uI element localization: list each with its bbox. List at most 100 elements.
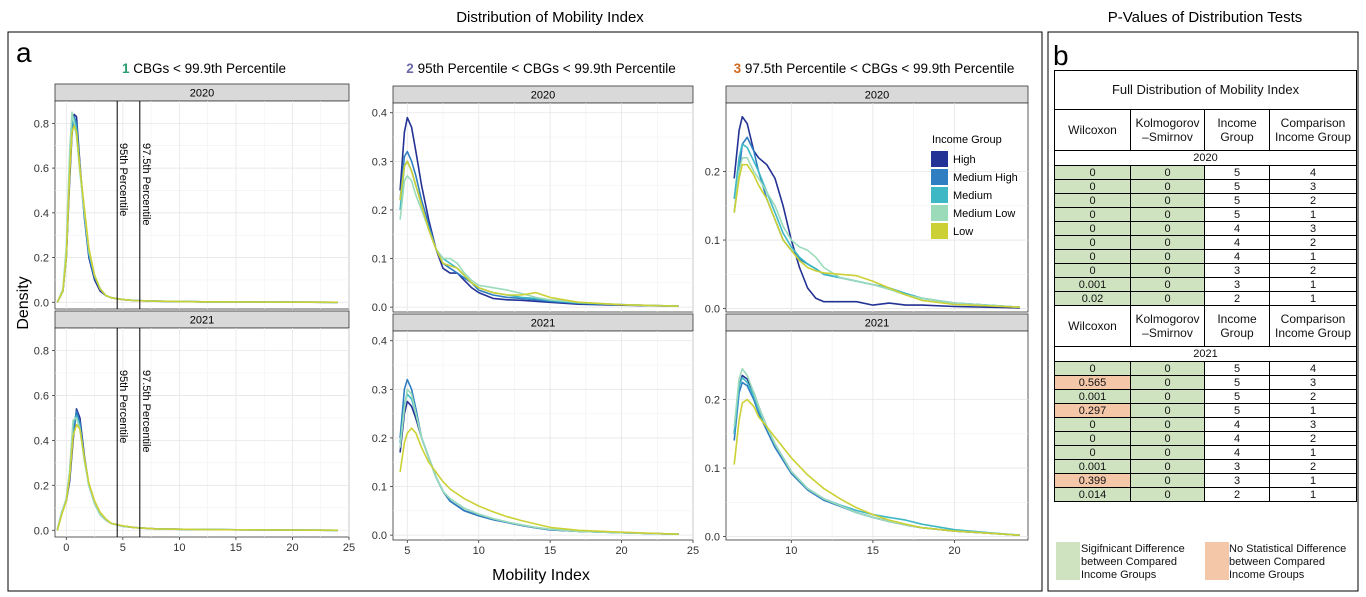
cell-comparison-group: 3 bbox=[1268, 417, 1358, 432]
cell-income-group: 5 bbox=[1204, 207, 1270, 222]
facet-2: 2021 0 5 10 15 20 25 0.0 0.2 0.4 0.6 0.8 95th Percen… bbox=[34, 310, 355, 554]
cell-ks: 0 bbox=[1130, 403, 1205, 418]
cell-ks: 0 bbox=[1130, 459, 1205, 474]
facet-strip-label: 2021 bbox=[865, 318, 889, 330]
y-tick-label: 0.0 bbox=[705, 304, 720, 316]
cell-comparison-group: 3 bbox=[1268, 375, 1358, 390]
x-tick-label: 5 bbox=[120, 542, 126, 554]
cell-ks: 0 bbox=[1130, 473, 1205, 488]
cell-ks: 0 bbox=[1130, 361, 1205, 376]
cell-ks: 0 bbox=[1130, 375, 1205, 390]
panel-1-title: 1 CBGs < 99.9th Percentile bbox=[122, 61, 286, 76]
y-tick-label: 0.2 bbox=[705, 395, 720, 407]
series-line-high bbox=[399, 116, 679, 307]
y-tick-label: 0.1 bbox=[372, 482, 387, 494]
y-tick-label: 0.8 bbox=[34, 118, 49, 130]
x-tick-label: 10 bbox=[785, 545, 797, 557]
panel-3-title: 3 97.5th Percentile < CBGs < 99.9th Perc… bbox=[734, 61, 1015, 76]
table-row: 0.001 0 3 2 bbox=[1054, 459, 1358, 474]
panel-3-number: 3 bbox=[734, 61, 742, 76]
cell-ks: 0 bbox=[1130, 249, 1205, 264]
x-axis-label: Mobility Index bbox=[492, 567, 590, 584]
legend-label-high: High bbox=[953, 154, 976, 166]
panel-b-letter: b bbox=[1053, 40, 1069, 71]
x-tick-label: 10 bbox=[473, 545, 485, 557]
cell-wilcoxon: 0.399 bbox=[1054, 473, 1131, 488]
table-row: 0.565 0 5 3 bbox=[1054, 375, 1358, 390]
section-year-2021: 2021 bbox=[1053, 346, 1358, 362]
cell-wilcoxon: 0.297 bbox=[1054, 403, 1131, 418]
cell-ks: 0 bbox=[1130, 235, 1205, 250]
cell-comparison-group: 4 bbox=[1268, 165, 1358, 180]
cell-income-group: 2 bbox=[1204, 291, 1270, 306]
cell-wilcoxon: 0 bbox=[1054, 417, 1131, 432]
cell-ks: 0 bbox=[1130, 445, 1205, 460]
cell-comparison-group: 1 bbox=[1268, 473, 1358, 488]
cell-income-group: 4 bbox=[1204, 445, 1270, 460]
x-tick-label: 15 bbox=[867, 545, 879, 557]
rows-2021: 0 0 5 4 0.565 0 5 3 0.001 0 5 2 0.297 0 5 1 0 0 4 3 0 0 4 2 0 0 4 1… bbox=[1054, 361, 1358, 502]
cell-wilcoxon: 0.014 bbox=[1054, 487, 1131, 502]
panel-a-frame bbox=[7, 31, 1043, 592]
facet-4: 2021 5 10 15 20 25 0.0 0.1 0.2 0.3 0.4 bbox=[372, 313, 699, 557]
plot-area bbox=[54, 327, 350, 538]
y-tick-label: 0.0 bbox=[34, 525, 49, 537]
cell-comparison-group: 1 bbox=[1268, 207, 1358, 222]
cell-comparison-group: 2 bbox=[1268, 389, 1358, 404]
cell-ks: 0 bbox=[1130, 277, 1205, 292]
cell-comparison-group: 1 bbox=[1268, 487, 1358, 502]
cell-wilcoxon: 0.565 bbox=[1054, 375, 1131, 390]
y-tick-label: 0.1 bbox=[705, 463, 720, 475]
col-income-group-2: Income Group bbox=[1204, 305, 1270, 347]
cell-wilcoxon: 0 bbox=[1054, 361, 1131, 376]
y-tick-label: 0.0 bbox=[372, 302, 387, 314]
legend-sig-swatch bbox=[1056, 542, 1080, 580]
table-row: 0.02 0 2 1 bbox=[1054, 291, 1358, 306]
legend-swatch-low bbox=[931, 223, 948, 239]
cell-comparison-group: 2 bbox=[1268, 431, 1358, 446]
cell-comparison-group: 1 bbox=[1268, 249, 1358, 264]
x-tick-label: 15 bbox=[230, 542, 242, 554]
series-line-high bbox=[733, 115, 1020, 309]
cell-income-group: 5 bbox=[1204, 193, 1270, 208]
cell-wilcoxon: 0.001 bbox=[1054, 389, 1131, 404]
cell-income-group: 4 bbox=[1204, 221, 1270, 236]
panel-2-number: 2 bbox=[406, 61, 414, 76]
series-line-medium-high bbox=[399, 150, 679, 307]
panel-2-title-text: 95th Percentile < CBGs < 99.9th Percenti… bbox=[418, 61, 676, 76]
col-wilcoxon-2: Wilcoxon bbox=[1054, 305, 1131, 347]
y-tick-label: 0.6 bbox=[34, 163, 49, 175]
cell-wilcoxon: 0 bbox=[1054, 179, 1131, 194]
cell-ks: 0 bbox=[1130, 165, 1205, 180]
cell-income-group: 5 bbox=[1204, 375, 1270, 390]
series-line-low bbox=[399, 427, 679, 535]
vline-95th-label: 95th Percentile bbox=[117, 370, 129, 443]
x-tick-label: 5 bbox=[404, 545, 410, 557]
y-tick-label: 0.3 bbox=[372, 384, 387, 396]
cell-income-group: 3 bbox=[1204, 263, 1270, 278]
facet-5: 2020 0.0 0.1 0.2 bbox=[705, 85, 1029, 316]
cell-income-group: 5 bbox=[1204, 179, 1270, 194]
cell-income-group: 4 bbox=[1204, 417, 1270, 432]
table-row: 0.001 0 5 2 bbox=[1054, 389, 1358, 404]
x-tick-label: 20 bbox=[286, 542, 298, 554]
legend-sig-text: Sigifnicant Difference between Compared … bbox=[1081, 543, 1185, 581]
legend-label-low: Low bbox=[953, 226, 973, 238]
series-line-low bbox=[56, 124, 338, 304]
table-heading: Full Distribution of Mobility Index bbox=[1053, 70, 1358, 110]
cell-comparison-group: 1 bbox=[1268, 445, 1358, 460]
facet-strip-label: 2020 bbox=[190, 88, 214, 100]
cell-income-group: 4 bbox=[1204, 235, 1270, 250]
cell-wilcoxon: 0 bbox=[1054, 221, 1131, 236]
cell-ks: 0 bbox=[1130, 291, 1205, 306]
col-income-group: Income Group bbox=[1204, 109, 1270, 151]
cell-wilcoxon: 0 bbox=[1054, 235, 1131, 250]
cell-wilcoxon: 0 bbox=[1054, 445, 1131, 460]
series-line-low bbox=[733, 398, 1020, 536]
cell-ks: 0 bbox=[1130, 179, 1205, 194]
